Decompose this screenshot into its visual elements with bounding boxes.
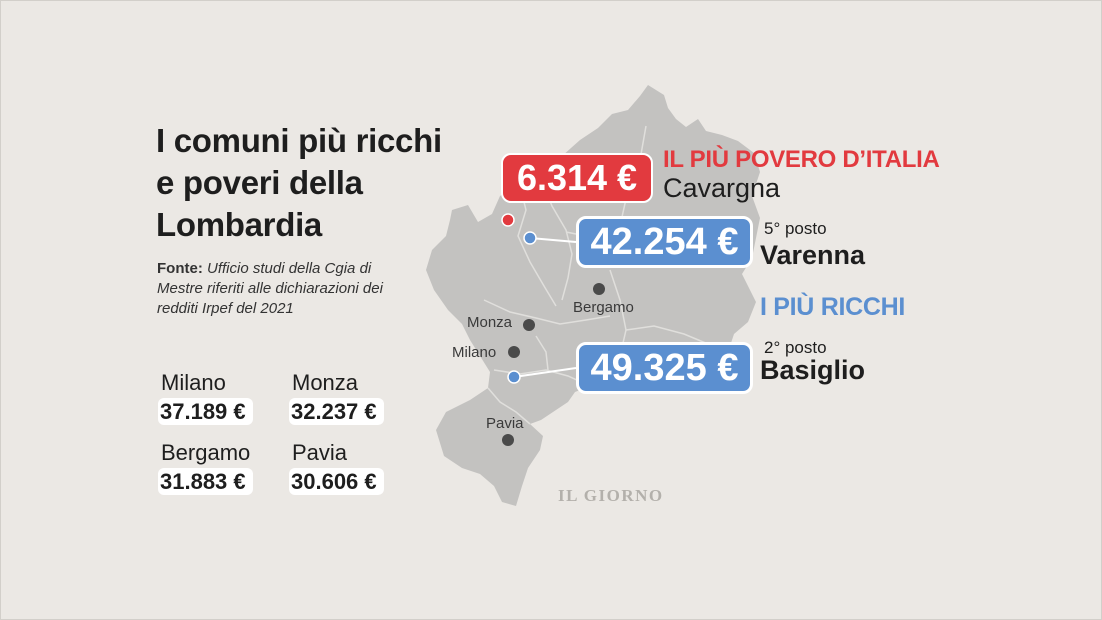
richest-value-badge-varenna: 42.254 € <box>576 216 753 268</box>
connector-line-basiglio <box>513 367 577 378</box>
marker-monza <box>523 319 535 331</box>
marker-pavia <box>502 434 514 446</box>
city-name: Monza <box>292 370 359 395</box>
richest-value-badge-basiglio: 49.325 € <box>576 342 753 394</box>
marker-varenna <box>523 231 537 245</box>
connector-line-varenna <box>529 237 577 243</box>
poorest-heading: IL PIÙ POVERO D’ITALIA <box>663 146 940 173</box>
city-value: 32.237 € <box>289 398 384 425</box>
city-name: Milano <box>161 370 226 395</box>
source-label: Fonte: <box>157 260 203 277</box>
poorest-value-badge: 6.314 € <box>501 153 653 203</box>
province-border <box>517 185 557 307</box>
map-label-pavia: Pavia <box>486 415 524 432</box>
rank-label-basiglio: 2° posto <box>764 338 827 357</box>
city-stat-monza: Monza 32.237 € <box>289 370 384 425</box>
richest-heading: I PIÙ RICCHI <box>760 293 906 321</box>
marker-cavargna <box>501 213 515 227</box>
province-border <box>483 299 611 325</box>
marker-bergamo <box>593 283 605 295</box>
il-giorno-watermark: IL GIORNO <box>558 486 664 505</box>
marker-basiglio <box>507 370 521 384</box>
page-title: I comuni più ricchi e poveri della Lomba… <box>156 122 442 243</box>
source-text: Ufficio studi della Cgia di Mestre rifer… <box>157 260 383 317</box>
map-label-milano: Milano <box>452 344 496 361</box>
city-value: 30.606 € <box>289 468 384 495</box>
map-label-monza: Monza <box>467 314 513 331</box>
city-value: 31.883 € <box>158 468 253 495</box>
city-stat-bergamo: Bergamo 31.883 € <box>158 440 253 495</box>
richest-town-basiglio: Basiglio <box>760 355 866 385</box>
marker-milano <box>508 346 520 358</box>
source-note: Fonte: Ufficio studi della Cgia di Mestr… <box>157 259 387 319</box>
connector-lines <box>513 237 577 378</box>
city-name: Bergamo <box>161 440 251 465</box>
city-stat-pavia: Pavia 30.606 € <box>289 440 384 495</box>
map-label-bergamo: Bergamo <box>573 299 634 316</box>
city-name: Pavia <box>292 440 348 465</box>
province-border <box>487 387 531 425</box>
richest-town-varenna: Varenna <box>760 240 866 270</box>
rank-label-varenna: 5° posto <box>764 219 827 238</box>
city-stat-milano: Milano 37.189 € <box>158 370 253 425</box>
city-markers <box>501 213 605 446</box>
province-border <box>535 335 549 371</box>
city-value: 37.189 € <box>158 398 253 425</box>
poorest-town: Cavargna <box>663 173 781 203</box>
